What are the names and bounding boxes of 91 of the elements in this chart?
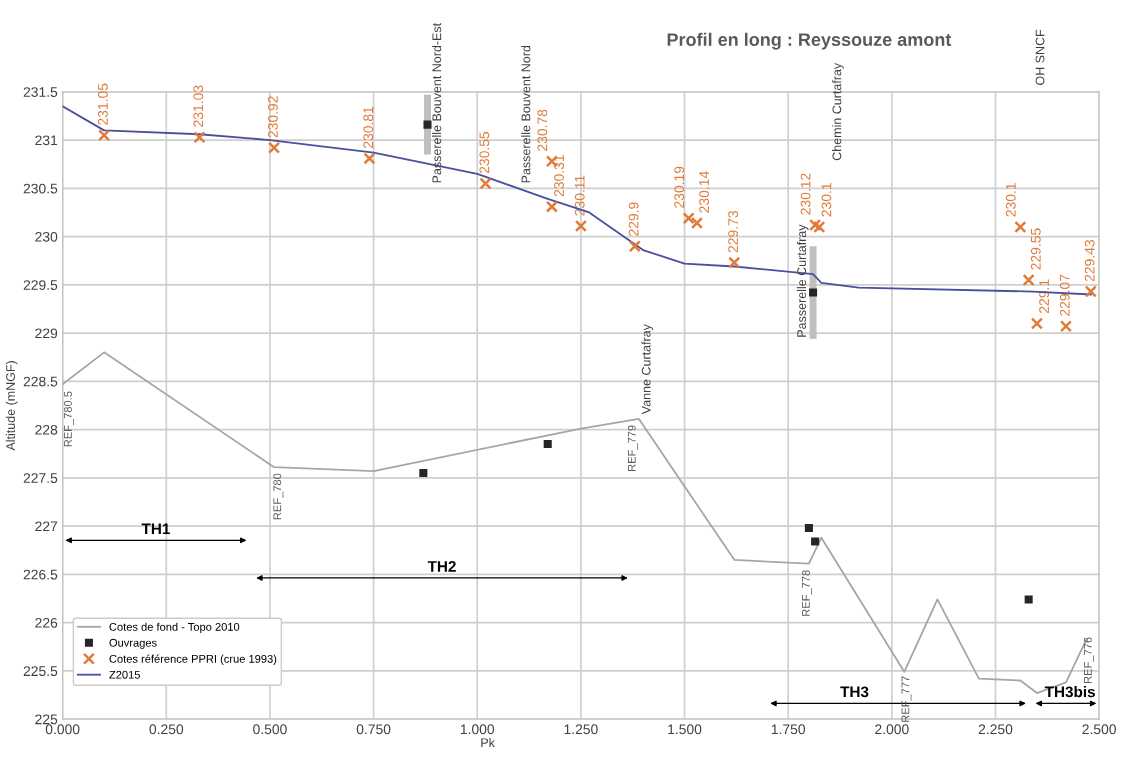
chart-title: Profil en long : Reyssouze amont: [667, 32, 952, 50]
data-label: 229.55: [1030, 228, 1041, 270]
data-label: 230.81: [363, 106, 374, 148]
point: [1030, 317, 1044, 330]
annotation: REF_780: [273, 473, 284, 520]
y-tick-label: 227: [35, 521, 58, 532]
x-tick-label: 0.250: [149, 724, 184, 735]
data-label: 230.1: [821, 183, 832, 217]
y-tick-label: 230: [35, 231, 58, 242]
x-axis-title: Pk: [481, 737, 495, 747]
x-tick-label: 0.500: [253, 724, 287, 735]
y-tick-label: 225: [35, 714, 58, 725]
point: [1022, 273, 1035, 287]
x-tick-label: 2.250: [978, 724, 1013, 735]
y-tick-label: 229.5: [23, 280, 58, 290]
y-tick-label: 225.5: [23, 666, 58, 677]
data-label: 230.78: [537, 109, 548, 151]
data-label: 230.14: [699, 171, 710, 213]
annotation: Vanne Curtafray: [641, 324, 654, 415]
data-label: 229.43: [1084, 239, 1095, 282]
data-label: 230.12: [800, 173, 811, 215]
data-label: 230.55: [479, 131, 490, 174]
x-tick-label: 1.000: [460, 724, 495, 735]
y-tick-label: 226: [35, 617, 58, 628]
y-tick-label: 231.5: [23, 87, 58, 97]
annotation: REF_776: [1083, 637, 1094, 683]
x-tick-label: 1.750: [771, 724, 806, 735]
data-label: 231.05: [98, 83, 108, 125]
data-label: 229.07: [1059, 274, 1070, 316]
annotation: Passerelle Curtafray: [796, 224, 809, 337]
x-tick-label: 0.750: [356, 724, 391, 735]
point: [1084, 285, 1097, 298]
annotation: Chemin Curtafray: [832, 62, 844, 161]
point: [1024, 595, 1033, 604]
x-tick-label: 2.000: [875, 724, 909, 735]
point: [363, 152, 376, 165]
annotation: REF_778: [801, 570, 812, 616]
point: [728, 256, 741, 269]
data-label: 230.19: [674, 166, 685, 208]
annotation: TH2: [427, 560, 456, 572]
data-label: 230.11: [574, 175, 585, 216]
y-tick-label: 227.5: [23, 473, 58, 483]
point: [628, 240, 641, 253]
x-tick-label: 1.250: [564, 724, 598, 735]
legend-label: Ouvrages: [109, 638, 157, 649]
point: [809, 288, 818, 297]
point: [545, 200, 558, 213]
annotation: REF_777: [901, 676, 912, 722]
y-tick-label: 229: [35, 328, 58, 339]
point: [423, 120, 432, 129]
y-tick-label: 226.5: [23, 569, 58, 580]
legend-label: Cotes référence PPRI (crue 1993): [109, 654, 277, 665]
annotation: TH3: [840, 686, 869, 698]
point: [690, 216, 704, 230]
point: [574, 219, 587, 233]
point: [804, 523, 813, 533]
x-tick-label: 1.500: [668, 724, 702, 735]
point: [97, 129, 111, 142]
data-label: 229.9: [628, 202, 639, 236]
annotation: Passerelle Bouvent Nord: [521, 45, 531, 183]
x-tick-label: 2.500: [1082, 724, 1116, 735]
data-label: 230.31: [554, 155, 564, 197]
annotation: TH1: [141, 523, 170, 535]
annotation: Passerelle Bouvent Nord-Est: [432, 22, 442, 183]
legend-label: Z2015: [109, 670, 140, 679]
data-label: 230.92: [267, 96, 278, 138]
legend-label: Cotes de fond - Topo 2010: [109, 622, 240, 634]
point: [479, 177, 492, 190]
point: [543, 440, 552, 449]
data-label: 231.03: [193, 85, 204, 127]
point: [809, 218, 822, 232]
point: [1014, 220, 1027, 234]
data-label: 230.1: [1005, 183, 1016, 217]
point: [193, 131, 206, 144]
y-tick-label: 231: [35, 135, 58, 146]
point: [419, 468, 428, 478]
data-label: 229.73: [728, 211, 739, 253]
point: [811, 537, 820, 546]
y-tick-label: 228.5: [23, 376, 58, 387]
y-tick-label: 228: [35, 424, 58, 435]
x-tick-label: 0.000: [45, 724, 80, 735]
annotation: REF_779: [627, 425, 638, 471]
annotation: REF_780.5: [63, 391, 74, 447]
annotation: TH3bis: [1044, 686, 1095, 698]
y-axis-title: Altitude (mNGF): [5, 361, 18, 451]
point: [682, 212, 695, 225]
point: [813, 220, 826, 234]
point: [267, 141, 281, 154]
text: OH SNCF: [1035, 29, 1045, 85]
y-tick-label: 230.5: [23, 183, 58, 194]
point: [1059, 320, 1073, 333]
